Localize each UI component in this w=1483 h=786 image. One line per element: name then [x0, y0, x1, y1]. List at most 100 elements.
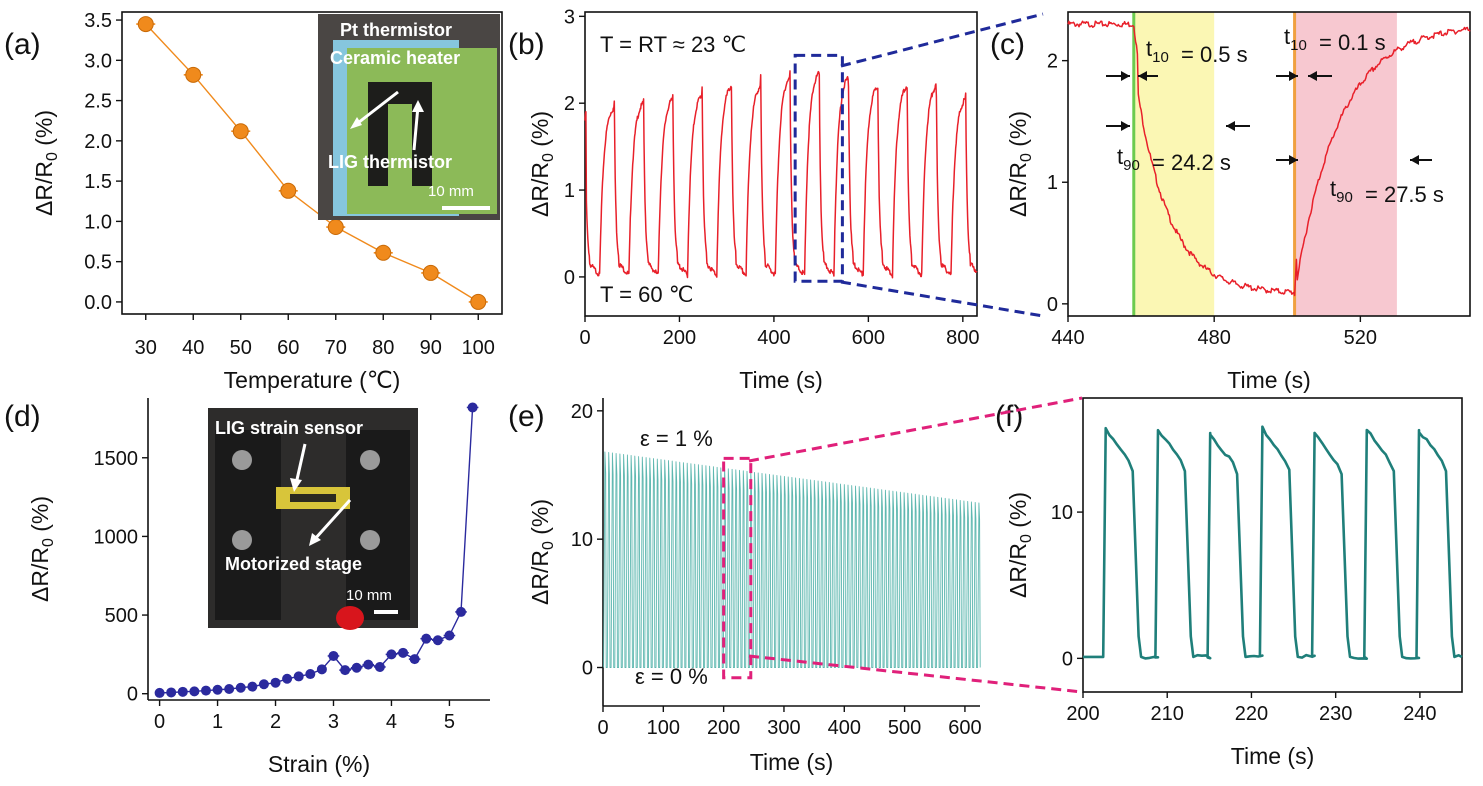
inset-label-motorized-stage: Motorized stage [225, 554, 362, 574]
series-line-f [1083, 425, 1463, 661]
panel-c: (c) 440 480 520 0 1 2 Time (s) ΔR/R0 (%) t10 = … [990, 11, 1471, 393]
y-tick-label-b: 2 [564, 93, 575, 115]
data-point-d [363, 659, 374, 670]
y-tick-label-b: 1 [564, 180, 575, 202]
annotation-strain-1: ε = 1 % [640, 426, 713, 451]
red-clip-shape [336, 606, 364, 630]
arrow-lig-thermistor [412, 105, 420, 151]
x-tick-label-f: 210 [1151, 703, 1184, 725]
data-point-d [316, 664, 327, 675]
x-tick-label-e: 500 [888, 717, 921, 739]
data-point-d [189, 686, 200, 697]
panel-a-label: (a) [4, 28, 41, 61]
plot-frame-b [584, 11, 978, 317]
t10-fall-label: t10 = 0.5 s [1146, 36, 1248, 67]
arrow-head-icon [1289, 155, 1298, 165]
x-tick-label-a: 60 [277, 337, 299, 359]
y-tick-label-b: 0 [564, 267, 575, 289]
y-tick-label-d: 1000 [94, 526, 139, 548]
arrow-head-icon [1121, 71, 1130, 81]
plot-frame-a [121, 11, 503, 315]
series-line-a [145, 23, 479, 303]
x-tick-label-b: 800 [946, 327, 979, 349]
arrow-head-icon [1121, 121, 1130, 131]
data-point-a [470, 293, 487, 310]
data-point-d [467, 402, 478, 413]
y-tick-label-f: 0 [1062, 648, 1073, 670]
x-tick-label-a: 90 [420, 337, 442, 359]
data-point-d [282, 673, 293, 684]
panel-e: (e) 0 100 200 300 400 500 600 0 10 20 Time (s) ΔR/R… [508, 398, 982, 775]
data-point-a [232, 123, 249, 140]
data-point-d [328, 650, 339, 661]
arrow-head-icon [1308, 71, 1317, 81]
screw-icon [360, 530, 380, 550]
screw-icon [232, 450, 252, 470]
data-point-a [375, 244, 392, 261]
plot-frame-c [1067, 11, 1471, 317]
y-tick-label-a: 2.0 [84, 131, 112, 153]
arrow-head-icon [290, 478, 302, 492]
x-axis-title-e: Time (s) [750, 749, 833, 775]
t90-rise-label: t90 = 27.5 s [1330, 176, 1444, 207]
y-axis-title-f: ΔR/R0 (%) [1005, 492, 1035, 598]
y-tick-label-a: 0.0 [84, 292, 112, 314]
data-point-d [154, 687, 165, 698]
y-tick-label-a: 1.0 [84, 211, 112, 233]
data-point-d [293, 671, 304, 682]
y-axis-title-e: ΔR/R0 (%) [527, 499, 557, 605]
data-point-d [235, 682, 246, 693]
y-tick-label-a: 3.0 [84, 50, 112, 72]
y-tick-label-e: 0 [582, 658, 593, 680]
x-tick-label-a: 40 [182, 337, 204, 359]
x-axis-title-c: Time (s) [1227, 367, 1310, 393]
y-axis-title-b: ΔR/R0 (%) [527, 111, 557, 217]
annotation-strain-0: ε = 0 % [635, 664, 708, 689]
inset-thermistor-photo: Pt thermistor Ceramic heater LIG thermis… [318, 14, 500, 220]
y-axis-title-c: ΔR/R0 (%) [1005, 111, 1035, 217]
x-tick-label-e: 400 [828, 717, 861, 739]
screw-icon [360, 450, 380, 470]
shaded-region-c [1294, 12, 1397, 316]
x-tick-label-b: 600 [852, 327, 885, 349]
x-tick-label-d: 2 [270, 711, 281, 733]
panel-b: (b) 0 200 400 600 800 0 1 2 3 Time (s) ΔR/R0 (%) T… [508, 6, 980, 393]
panel-d-label: (d) [4, 400, 41, 433]
x-axis-title-f: Time (s) [1231, 743, 1314, 769]
panel-e-label: (e) [508, 400, 545, 433]
arrow-head-icon [309, 533, 321, 546]
y-axis-title-d: ΔR/R0 (%) [27, 496, 57, 602]
data-point-d [258, 679, 269, 690]
data-point-a [422, 264, 439, 281]
series-line-e [603, 451, 981, 668]
inset-label-ceramic-heater: Ceramic heater [330, 48, 460, 68]
x-tick-label-a: 50 [230, 337, 252, 359]
data-point-d [386, 649, 397, 660]
arrow-motorized-stage [312, 498, 352, 542]
x-axis-title-a: Temperature (℃) [224, 367, 401, 393]
zoom-box-b [793, 53, 844, 283]
y-tick-label-b: 3 [564, 6, 575, 28]
zoom-connector-e-bottom [748, 654, 1083, 694]
plot-frame-f [1082, 397, 1463, 693]
x-tick-label-a: 100 [462, 337, 495, 359]
y-tick-label-e: 10 [571, 529, 593, 551]
zoom-connector-b-top [840, 12, 1044, 68]
x-axis-title-b: Time (s) [739, 367, 822, 393]
panel-b-label: (b) [508, 28, 545, 61]
y-tick-label-d: 0 [127, 684, 138, 706]
data-point-d [340, 665, 351, 676]
zoom-connectors [748, 12, 1083, 694]
data-point-d [270, 677, 281, 688]
x-tick-label-b: 200 [663, 327, 696, 349]
y-tick-label-d: 500 [105, 605, 138, 627]
y-tick-label-c: 2 [1047, 51, 1058, 73]
y-tick-label-a: 1.5 [84, 171, 112, 193]
lig-strain-pattern [290, 494, 336, 502]
series-line-b [584, 70, 978, 279]
data-point-d [200, 685, 211, 696]
data-point-d [432, 635, 443, 646]
data-point-a [327, 219, 344, 236]
x-tick-label-e: 600 [948, 717, 981, 739]
zoom-connector-e-top [748, 396, 1083, 463]
